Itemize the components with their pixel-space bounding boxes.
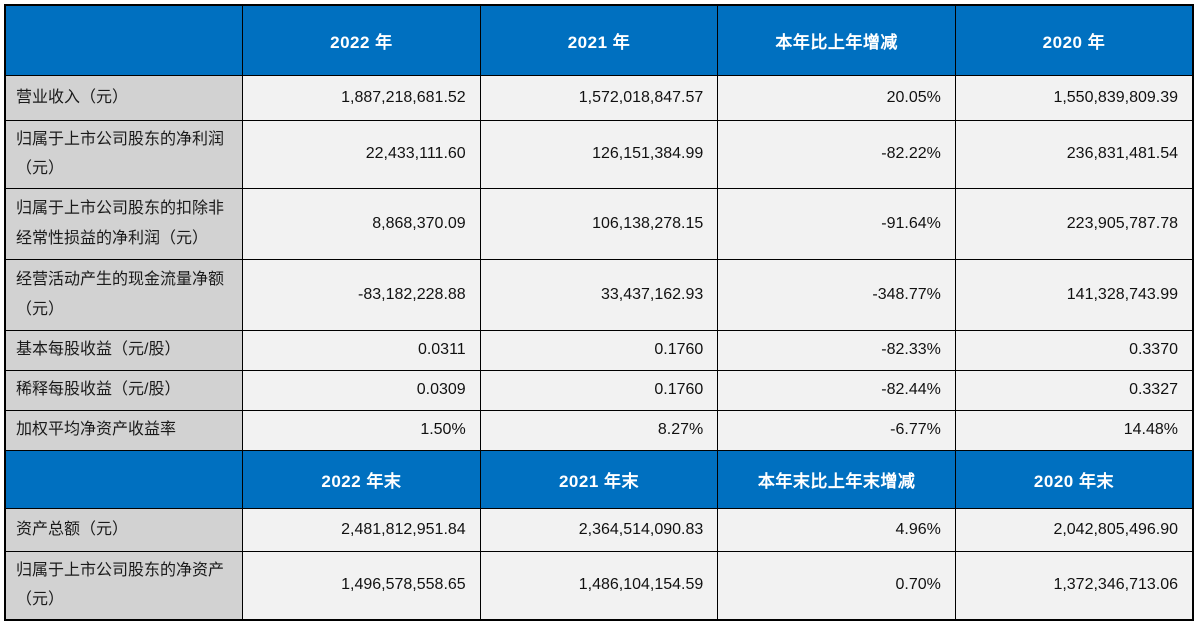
header-2021-end: 2021 年末 [479,449,719,509]
cell-value: 0.3327 [954,369,1194,411]
row-label: 经营活动产生的现金流量净额（元） [4,258,244,331]
cell-value: 8.27% [479,409,719,451]
cell-value: 0.1760 [479,329,719,371]
cell-value: 1,486,104,154.59 [479,550,719,621]
yearly-header-row: 2022 年 2021 年 本年比上年增减 2020 年 [4,4,1194,76]
row-label: 基本每股收益（元/股） [4,329,244,371]
table-row-diluted-eps: 稀释每股收益（元/股） 0.0309 0.1760 -82.44% 0.3327 [4,369,1194,411]
cell-value: 236,831,481.54 [954,119,1194,189]
header-corner-cell [4,449,244,509]
header-2020: 2020 年 [954,4,1194,76]
cell-value: 2,042,805,496.90 [954,507,1194,552]
cell-value: 1,572,018,847.57 [479,74,719,121]
cell-value: 0.0309 [242,369,481,411]
row-label: 稀释每股收益（元/股） [4,369,244,411]
cell-value: -82.44% [717,369,956,411]
row-label: 归属于上市公司股东的净资产（元） [4,550,244,621]
row-label: 资产总额（元） [4,507,244,552]
header-yearend-change: 本年末比上年末增减 [717,449,956,509]
table-row-net-profit-excl-nonrecurring: 归属于上市公司股东的扣除非经常性损益的净利润（元） 8,868,370.09 1… [4,187,1194,260]
row-label: 归属于上市公司股东的净利润（元） [4,119,244,189]
header-2022-end: 2022 年末 [242,449,481,509]
header-2020-end: 2020 年末 [954,449,1194,509]
cell-value: 1.50% [242,409,481,451]
table-row-revenue: 营业收入（元） 1,887,218,681.52 1,572,018,847.5… [4,74,1194,121]
cell-value: -82.33% [717,329,956,371]
cell-value: -83,182,228.88 [242,258,481,331]
cell-value: 1,550,839,809.39 [954,74,1194,121]
table-row-operating-cash-flow: 经营活动产生的现金流量净额（元） -83,182,228.88 33,437,1… [4,258,1194,331]
cell-value: 141,328,743.99 [954,258,1194,331]
cell-value: -6.77% [717,409,956,451]
header-yoy-change: 本年比上年增减 [717,4,956,76]
cell-value: 0.3370 [954,329,1194,371]
table-row-weighted-avg-roe: 加权平均净资产收益率 1.50% 8.27% -6.77% 14.48% [4,409,1194,451]
row-label: 加权平均净资产收益率 [4,409,244,451]
cell-value: 106,138,278.15 [479,187,719,260]
table-row-net-profit: 归属于上市公司股东的净利润（元） 22,433,111.60 126,151,3… [4,119,1194,189]
cell-value: -348.77% [717,258,956,331]
cell-value: 1,887,218,681.52 [242,74,481,121]
cell-value: 20.05% [717,74,956,121]
yearend-header-row: 2022 年末 2021 年末 本年末比上年末增减 2020 年末 [4,449,1194,509]
cell-value: 223,905,787.78 [954,187,1194,260]
cell-value: -82.22% [717,119,956,189]
cell-value: 8,868,370.09 [242,187,481,260]
cell-value: -91.64% [717,187,956,260]
cell-value: 2,364,514,090.83 [479,507,719,552]
table-row-basic-eps: 基本每股收益（元/股） 0.0311 0.1760 -82.33% 0.3370 [4,329,1194,371]
table-row-net-assets: 归属于上市公司股东的净资产（元） 1,496,578,558.65 1,486,… [4,550,1194,621]
row-label: 营业收入（元） [4,74,244,121]
cell-value: 22,433,111.60 [242,119,481,189]
row-label: 归属于上市公司股东的扣除非经常性损益的净利润（元） [4,187,244,260]
cell-value: 2,481,812,951.84 [242,507,481,552]
cell-value: 0.70% [717,550,956,621]
cell-value: 4.96% [717,507,956,552]
header-corner-cell [4,4,244,76]
cell-value: 0.1760 [479,369,719,411]
cell-value: 33,437,162.93 [479,258,719,331]
financial-summary-table: 2022 年 2021 年 本年比上年增减 2020 年 营业收入（元） 1,8… [4,4,1194,621]
cell-value: 1,372,346,713.06 [954,550,1194,621]
cell-value: 1,496,578,558.65 [242,550,481,621]
cell-value: 14.48% [954,409,1194,451]
header-2021: 2021 年 [479,4,719,76]
cell-value: 126,151,384.99 [479,119,719,189]
header-2022: 2022 年 [242,4,481,76]
table-row-total-assets: 资产总额（元） 2,481,812,951.84 2,364,514,090.8… [4,507,1194,552]
cell-value: 0.0311 [242,329,481,371]
